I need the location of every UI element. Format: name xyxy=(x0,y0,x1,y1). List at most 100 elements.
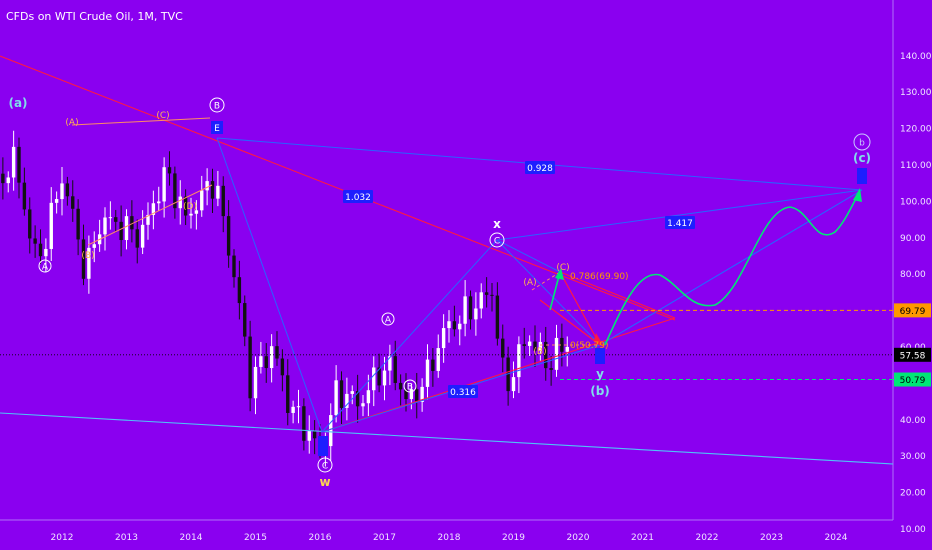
candle-body xyxy=(339,380,344,408)
candle-body xyxy=(345,393,349,408)
wave-y-box xyxy=(595,348,605,364)
green-projection-path xyxy=(604,194,859,346)
candle-body xyxy=(81,239,86,279)
candle-body xyxy=(264,356,268,369)
wave-b-circle-2024-ring xyxy=(853,133,871,151)
candle-body xyxy=(146,214,150,225)
candle-body xyxy=(468,296,473,320)
wave-x-label: x xyxy=(493,217,501,231)
wave-B-circle-2017: B xyxy=(407,383,413,393)
candle-body xyxy=(33,238,37,244)
candle-body xyxy=(479,292,483,309)
candle-body xyxy=(415,389,419,402)
candle-body xyxy=(17,146,21,183)
candle-body xyxy=(54,199,59,203)
candle-body xyxy=(544,341,548,369)
wave-A-circle-2011-ring xyxy=(38,259,52,273)
candle-body xyxy=(291,406,295,413)
candle-body xyxy=(329,415,333,447)
candle-body xyxy=(269,346,274,369)
wave-c-cyan: (c) xyxy=(853,151,871,165)
wave-B-circle-2014-ring xyxy=(209,97,225,113)
candle-body xyxy=(355,391,360,407)
candle-body xyxy=(511,377,516,392)
red-arrow-head xyxy=(594,333,605,348)
candle-body xyxy=(463,296,467,324)
candle-body xyxy=(554,337,559,370)
y-tick-label: 80.00 xyxy=(900,270,926,280)
wave-C-circle-2018-ring xyxy=(489,232,505,248)
x-tick-label: 2021 xyxy=(631,533,654,543)
wave-E-box xyxy=(211,121,223,134)
wave-B-circle-2017-ring xyxy=(403,379,417,393)
candle-body xyxy=(334,380,338,416)
x-tick-label: 2014 xyxy=(180,533,203,543)
level-badge-5079: 50.79 xyxy=(900,376,926,386)
candle-body xyxy=(183,196,188,216)
candle-body xyxy=(200,190,204,211)
level-badge-5079-bg xyxy=(894,372,931,387)
wave-A-circle-2011: A xyxy=(42,263,49,273)
y-tick-label: 10.00 xyxy=(900,525,926,535)
candle-body xyxy=(92,244,96,248)
candle-body xyxy=(522,344,526,346)
blue-yc-line xyxy=(599,189,863,346)
ratio-box-1417: 1.417 xyxy=(667,219,693,229)
candle-body xyxy=(458,323,462,330)
candle-body xyxy=(372,367,376,391)
candle-body xyxy=(76,208,80,240)
candle-body xyxy=(404,389,408,400)
ratio-box-0928: 0.928 xyxy=(527,164,553,174)
wave-C-circle-2016-ring xyxy=(317,457,333,473)
level-badge-6979: 69.79 xyxy=(900,307,926,317)
candle-body xyxy=(162,167,166,202)
chart-title: CFDs on WTI Crude Oil, 1M, TVC xyxy=(6,10,183,23)
candle-body xyxy=(243,303,247,337)
y-tick-label: 130.00 xyxy=(900,88,932,98)
wave-a-cyan: (a) xyxy=(8,96,27,110)
candles-group xyxy=(1,130,569,467)
candle-body xyxy=(38,243,43,257)
wave-A-2019: (A) xyxy=(523,278,536,288)
wave-w-label: w xyxy=(319,475,330,489)
blue-xa-line xyxy=(496,239,561,273)
wave-E-2014: E xyxy=(214,124,220,134)
y-tick-label: 140.00 xyxy=(900,52,932,62)
candle-body xyxy=(65,183,70,197)
candle-body xyxy=(216,185,220,199)
candle-body xyxy=(490,294,494,296)
level-badge-6979-bg xyxy=(894,303,931,318)
candle-body xyxy=(140,224,145,248)
y-tick-label: 90.00 xyxy=(900,234,926,244)
green-arrow-head xyxy=(853,188,862,202)
candle-body xyxy=(124,216,129,241)
candle-body xyxy=(173,173,177,209)
triangle-lower-line xyxy=(87,184,213,246)
cyan-channel-line xyxy=(0,412,894,465)
y-tick-label: 120.00 xyxy=(900,125,932,135)
candle-body xyxy=(221,185,225,217)
candle-body xyxy=(28,209,32,239)
candle-body xyxy=(361,403,365,407)
ratio-box-0928-bg xyxy=(525,161,555,174)
wave-B-2012: (B) xyxy=(81,251,94,261)
ratio-box-0316: 0.316 xyxy=(450,388,476,398)
candle-body xyxy=(409,389,414,400)
candle-body xyxy=(248,336,252,399)
ratio-box-0316-bg xyxy=(448,385,478,398)
candle-body xyxy=(60,183,64,200)
candle-body xyxy=(307,430,311,441)
candle-body xyxy=(286,375,290,413)
triangle-upper-line xyxy=(71,117,211,126)
candle-body xyxy=(226,216,231,256)
wave-D-2014: (D) xyxy=(183,202,197,212)
candle-body xyxy=(398,382,403,390)
candle-body xyxy=(296,406,301,408)
x-tick-label: 2019 xyxy=(502,533,525,543)
x-tick-label: 2022 xyxy=(696,533,719,543)
ratio-box-1032-bg xyxy=(343,190,373,203)
candle-body xyxy=(517,344,521,378)
